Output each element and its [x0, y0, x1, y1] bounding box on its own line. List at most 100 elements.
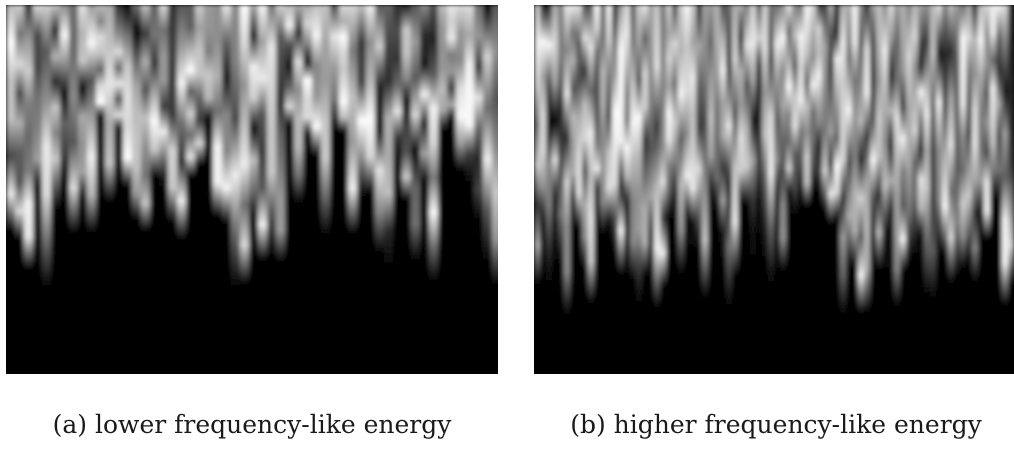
stripe-a	[474, 5, 484, 374]
panel-a-stripes	[6, 5, 498, 374]
stripe-a	[366, 5, 376, 374]
stripe-a	[375, 5, 385, 374]
stripe-b	[792, 5, 799, 374]
stripe-b	[702, 5, 709, 374]
stripe-a	[204, 5, 214, 374]
stripe-a	[438, 5, 448, 374]
stripe-b	[582, 5, 589, 374]
stripe-a	[321, 5, 331, 374]
stripe-b	[822, 5, 829, 374]
stripe-a	[159, 5, 169, 374]
stripe-a	[213, 5, 223, 374]
stripe-b	[642, 5, 649, 374]
stripe-a	[330, 5, 340, 374]
stripe-b	[684, 5, 691, 374]
stripe-b	[1008, 5, 1014, 374]
stripe-a	[411, 5, 421, 374]
stripe-b	[594, 5, 601, 374]
stripe-b	[534, 5, 541, 374]
stripe-a	[384, 5, 394, 374]
stripe-b	[966, 5, 973, 374]
stripe-b	[924, 5, 931, 374]
stripe-a	[456, 5, 466, 374]
stripe-b	[876, 5, 883, 374]
stripe-b	[774, 5, 781, 374]
stripe-b	[576, 5, 583, 374]
stripe-b	[936, 5, 943, 374]
stripe-b	[948, 5, 955, 374]
stripe-a	[51, 5, 61, 374]
stripe-a	[6, 5, 16, 374]
stripe-b	[864, 5, 871, 374]
stripe-b	[996, 5, 1003, 374]
stripe-b	[828, 5, 835, 374]
stripe-b	[756, 5, 763, 374]
stripe-b	[954, 5, 961, 374]
stripe-b	[882, 5, 889, 374]
stripe-a	[339, 5, 349, 374]
panel-b-stripes	[534, 5, 1014, 374]
stripe-b	[846, 5, 853, 374]
stripe-a	[465, 5, 475, 374]
stripe-a	[177, 5, 187, 374]
stripe-b	[1002, 5, 1009, 374]
stripe-b	[600, 5, 607, 374]
stripe-b	[654, 5, 661, 374]
stripe-a	[249, 5, 259, 374]
stripe-a	[402, 5, 412, 374]
stripe-b	[564, 5, 571, 374]
stripe-b	[720, 5, 727, 374]
stripe-b	[858, 5, 865, 374]
stripe-a	[483, 5, 493, 374]
stripe-b	[732, 5, 739, 374]
stripe-a	[60, 5, 70, 374]
stripe-a	[222, 5, 232, 374]
stripe-a	[195, 5, 205, 374]
caption-b: (b) higher frequency-like energy	[570, 410, 982, 439]
stripe-b	[972, 5, 979, 374]
stripe-b	[912, 5, 919, 374]
stripe-a	[420, 5, 430, 374]
stripe-b	[918, 5, 925, 374]
stripe-b	[816, 5, 823, 374]
stripe-b	[708, 5, 715, 374]
stripe-b	[588, 5, 595, 374]
stripe-b	[696, 5, 703, 374]
stripe-b	[990, 5, 997, 374]
stripe-a	[168, 5, 178, 374]
stripe-a	[96, 5, 106, 374]
stripe-a	[285, 5, 295, 374]
stripe-b	[552, 5, 559, 374]
stripe-b	[714, 5, 721, 374]
stripe-a	[231, 5, 241, 374]
stripe-b	[666, 5, 673, 374]
stripe-a	[267, 5, 277, 374]
stripe-b	[690, 5, 697, 374]
stripe-a	[42, 5, 52, 374]
panel-b-image	[534, 5, 1014, 374]
stripe-a	[186, 5, 196, 374]
stripe-b	[606, 5, 613, 374]
stripe-a	[78, 5, 88, 374]
stripe-a	[429, 5, 439, 374]
stripe-a	[87, 5, 97, 374]
stripe-b	[786, 5, 793, 374]
stripe-b	[570, 5, 577, 374]
stripe-b	[648, 5, 655, 374]
stripe-b	[960, 5, 967, 374]
stripe-b	[906, 5, 913, 374]
stripe-a	[357, 5, 367, 374]
stripe-b	[834, 5, 841, 374]
stripe-a	[348, 5, 358, 374]
stripe-b	[804, 5, 811, 374]
stripe-b	[978, 5, 985, 374]
panel-a-image	[6, 5, 498, 374]
stripe-b	[672, 5, 679, 374]
stripe-a	[105, 5, 115, 374]
stripe-b	[738, 5, 745, 374]
stripe-b	[636, 5, 643, 374]
stripe-b	[780, 5, 787, 374]
stripe-b	[798, 5, 805, 374]
stripe-a	[393, 5, 403, 374]
